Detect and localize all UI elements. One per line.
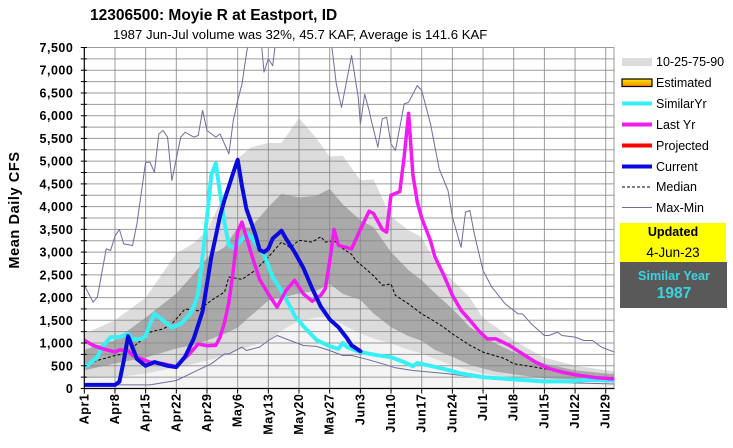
y-tick-label: 500 xyxy=(51,359,73,373)
updated-box: Updated 4-Jun-23 xyxy=(620,223,726,262)
band-25th-75th-percentile xyxy=(84,188,615,381)
legend-item-max-min: Max-Min xyxy=(622,201,704,215)
legend: 10-25-75-90 Estimated SimilarYr Last Yr … xyxy=(621,55,724,215)
band-below-10th-percentile xyxy=(84,316,615,389)
y-tick-label: 2,000 xyxy=(40,291,74,305)
legend-label: Last Yr xyxy=(656,118,695,132)
updated-label: Updated xyxy=(648,225,698,239)
legend-item-similar-yr: SimilarYr xyxy=(622,97,707,111)
x-tick-label: Apr8 xyxy=(108,394,122,425)
y-tick-label: 5,000 xyxy=(40,155,74,169)
band-swatch-icon xyxy=(622,58,652,66)
y-tick-label: 6,500 xyxy=(40,86,74,100)
x-tick-label: Jul8 xyxy=(507,394,521,421)
x-tick-label: Jul15 xyxy=(537,394,551,429)
x-tick-label: Apr29 xyxy=(200,394,214,432)
x-tick-label: Jun24 xyxy=(445,394,459,433)
legend-label: 10-25-75-90 xyxy=(656,55,724,69)
similar-year-box: Similar Year 1987 xyxy=(620,262,727,308)
x-tick-label: May20 xyxy=(292,394,306,435)
series-median-line xyxy=(84,235,615,380)
similar-year-box-background xyxy=(620,262,727,308)
legend-item-projected: Projected xyxy=(622,139,709,153)
x-tick-label: Jun17 xyxy=(415,394,429,433)
legend-label: Estimated xyxy=(656,76,712,90)
series-max-line xyxy=(84,47,615,353)
x-tick-label: Jul1 xyxy=(476,394,490,421)
series-lines xyxy=(84,47,615,387)
y-tick-label: 5,500 xyxy=(40,132,74,146)
y-tick-label: 3,500 xyxy=(40,223,74,237)
percentile-bands xyxy=(84,118,615,389)
x-tick-label: Jul29 xyxy=(599,394,613,429)
legend-label: Median xyxy=(656,180,697,194)
chart-title: 12306500: Moyie R at Eastport, ID xyxy=(90,7,337,24)
y-axis-title: Mean Daily CFS xyxy=(7,151,23,268)
x-tick-label: Apr1 xyxy=(77,394,91,425)
y-tick-label: 4,500 xyxy=(40,177,74,191)
legend-item-last-yr: Last Yr xyxy=(622,118,695,132)
legend-label: Projected xyxy=(656,139,709,153)
legend-item-current: Current xyxy=(622,160,698,174)
legend-label: Max-Min xyxy=(656,201,704,215)
legend-item-percentile-bands: 10-25-75-90 xyxy=(622,55,724,69)
y-tick-label: 7,500 xyxy=(40,41,74,55)
x-axis-ticks: Apr1 Apr8 Apr15 Apr22 Apr29 May6 May13 May20 May… xyxy=(77,388,613,435)
x-tick-label: Apr22 xyxy=(169,394,183,432)
similar-year-value: 1987 xyxy=(657,285,691,302)
series-similar-line xyxy=(84,161,615,384)
legend-item-median: Median xyxy=(622,180,697,194)
y-tick-label: 0 xyxy=(66,382,73,396)
x-tick-label: May13 xyxy=(261,394,275,435)
updated-box-background xyxy=(620,223,726,262)
similar-year-label: Similar Year xyxy=(638,269,710,283)
x-tick-label: Jul22 xyxy=(568,394,582,429)
legend-label: SimilarYr xyxy=(656,97,707,111)
x-tick-label: Apr15 xyxy=(139,394,153,432)
y-tick-label: 7,000 xyxy=(40,64,74,78)
legend-label: Current xyxy=(656,160,698,174)
y-tick-label: 6,000 xyxy=(40,109,74,123)
x-tick-label: May6 xyxy=(231,394,245,428)
legend-item-estimated: Estimated xyxy=(621,76,712,90)
x-tick-label: Jun10 xyxy=(384,394,398,433)
y-tick-label: 1,500 xyxy=(40,314,74,328)
y-tick-label: 4,000 xyxy=(40,200,74,214)
updated-date: 4-Jun-23 xyxy=(646,245,699,260)
x-tick-label: May27 xyxy=(323,394,337,435)
estimated-gradient-swatch-icon xyxy=(621,78,653,88)
chart-subtitle: 1987 Jun-Jul volume was 32%, 45.7 KAF, A… xyxy=(113,27,487,42)
y-tick-label: 3,000 xyxy=(40,246,74,260)
series-current-line xyxy=(84,157,363,387)
y-axis-ticks: 0 500 1,000 1,500 2,000 2,500 3,000 3,500 4,000 4… xyxy=(40,41,87,396)
y-tick-label: 1,000 xyxy=(40,337,74,351)
y-tick-label: 2,500 xyxy=(40,268,74,282)
x-tick-label: Jun3 xyxy=(353,394,367,426)
